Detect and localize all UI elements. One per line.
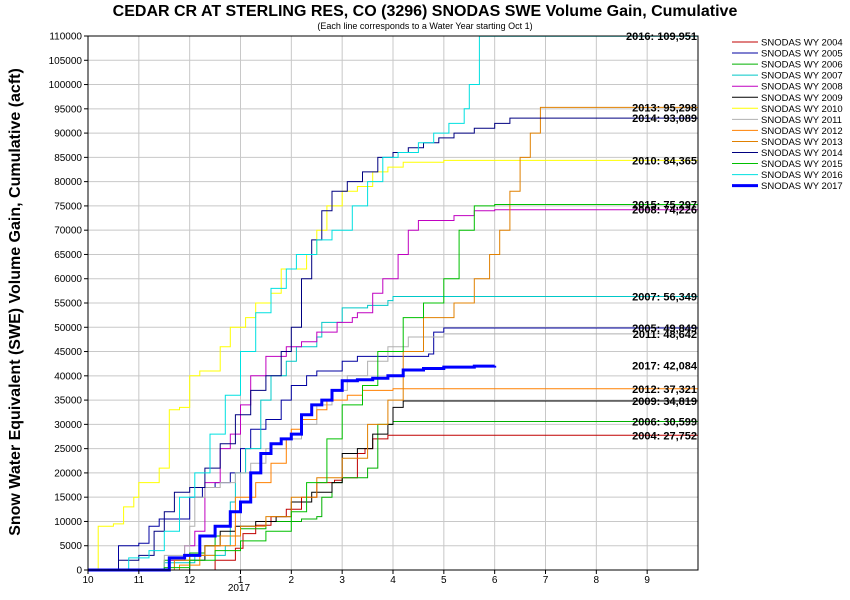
end-labels: 2004: 27,752 2005: 49,849 2006: 30,599 2007… (626, 31, 698, 442)
end-label: 2006: 30,599 (632, 416, 697, 428)
series-line-snodas-wy-2010 (88, 159, 698, 571)
y-tick-label: 5000 (60, 541, 83, 552)
x-tick-label: 5 (441, 575, 447, 586)
x-tick-label: 12 (184, 575, 196, 586)
y-axis-label: Snow Water Equivalent (SWE) Volume Gain,… (7, 68, 24, 536)
y-tick-label: 15000 (54, 493, 82, 504)
series-line-snodas-wy-2017 (88, 364, 497, 572)
chart-subtitle: (Each line corresponds to a Water Year s… (317, 21, 532, 31)
y-tick-label: 80000 (54, 177, 82, 188)
legend-label: SNODAS WY 2008 (761, 82, 843, 93)
y-tick-label: 50000 (54, 323, 82, 334)
legend-label: SNODAS WY 2016 (761, 170, 843, 181)
y-tick-label: 75000 (54, 201, 82, 212)
end-label: 2004: 27,752 (632, 430, 697, 442)
series-line-snodas-wy-2008 (88, 209, 698, 571)
series-line-snodas-wy-2011 (88, 333, 698, 571)
y-tick-label: 25000 (54, 444, 82, 455)
y-tick-label: 30000 (54, 420, 82, 431)
end-label: 2008: 74,226 (632, 205, 697, 217)
y-tick-label: 90000 (54, 129, 82, 140)
y-tick-label: 65000 (54, 250, 82, 261)
y-tick-label: 35000 (54, 396, 82, 407)
chart-title: CEDAR CR AT STERLING RES, CO (3296) SNOD… (113, 3, 738, 20)
legend-label: SNODAS WY 2009 (761, 93, 843, 104)
end-label: 2016: 109,951 (626, 31, 697, 43)
end-label: 2017: 42,084 (632, 361, 698, 373)
x-axis-ticks: 10 11 12 1 2 3 4 5 6 7 8 9 (82, 570, 650, 586)
x-tick-label: 6 (492, 575, 498, 586)
legend-label: SNODAS WY 2013 (761, 137, 843, 148)
y-tick-label: 105000 (49, 56, 83, 67)
series-line-snodas-wy-2015 (88, 204, 698, 571)
end-label: 2005: 49,849 (632, 323, 697, 335)
end-label: 2009: 34,819 (632, 396, 697, 408)
end-label: 2014: 93,089 (632, 113, 697, 125)
grid (87, 35, 698, 571)
y-tick-label: 60000 (54, 274, 82, 285)
series-lines (88, 35, 698, 572)
y-tick-label: 40000 (54, 371, 82, 382)
end-label: 2015: 75,297 (632, 199, 697, 211)
series-line-snodas-wy-2014 (88, 117, 698, 571)
legend-label: SNODAS WY 2005 (761, 49, 843, 60)
x-tick-label: 3 (339, 575, 345, 586)
y-tick-label: 10000 (54, 517, 82, 528)
series-line-snodas-wy-2006 (88, 421, 698, 571)
end-label: 2013: 95,298 (632, 102, 697, 114)
x-tick-label: 11 (134, 575, 145, 586)
y-tick-label: 20000 (54, 468, 82, 479)
legend-label: SNODAS WY 2017 (761, 181, 843, 192)
x-tick-label: 8 (594, 575, 600, 586)
legend-label: SNODAS WY 2010 (761, 104, 843, 115)
x-tick-label: 7 (543, 575, 549, 586)
x-tick-label: 10 (82, 575, 94, 586)
x-tick-label: 2 (289, 575, 295, 586)
y-tick-label: 70000 (54, 226, 82, 237)
legend-label: SNODAS WY 2014 (761, 148, 843, 159)
y-tick-label: 110000 (49, 32, 82, 43)
series-line-snodas-wy-2005 (88, 327, 698, 571)
y-tick-label: 100000 (49, 80, 83, 91)
x-tick-label: 9 (644, 575, 650, 586)
y-tick-label: 0 (76, 566, 82, 577)
end-label: 2012: 37,321 (632, 384, 697, 396)
y-tick-label: 55000 (54, 299, 82, 310)
y-tick-label: 95000 (54, 104, 82, 115)
legend-label: SNODAS WY 2012 (761, 126, 843, 137)
series-line-snodas-wy-2016 (88, 35, 698, 571)
y-axis-ticks: 0 5000 10000 15000 20000 25000 30000 35000 40000… (49, 32, 88, 577)
legend-label: SNODAS WY 2007 (761, 71, 843, 82)
legend-label: SNODAS WY 2015 (761, 159, 843, 170)
legend-label: SNODAS WY 2006 (761, 60, 843, 71)
end-label: 2007: 56,349 (632, 291, 697, 303)
end-label: 2011: 48,642 (633, 329, 697, 341)
x-tick-label: 4 (390, 575, 396, 586)
legend-label: SNODAS WY 2004 (761, 38, 843, 49)
y-tick-label: 45000 (54, 347, 82, 358)
legend-label: SNODAS WY 2011 (761, 115, 842, 126)
end-label: 2010: 84,365 (632, 155, 697, 167)
x-tick-label: 1 (238, 575, 244, 586)
y-tick-label: 85000 (54, 153, 82, 164)
x-year-label: 2017 (228, 583, 251, 594)
